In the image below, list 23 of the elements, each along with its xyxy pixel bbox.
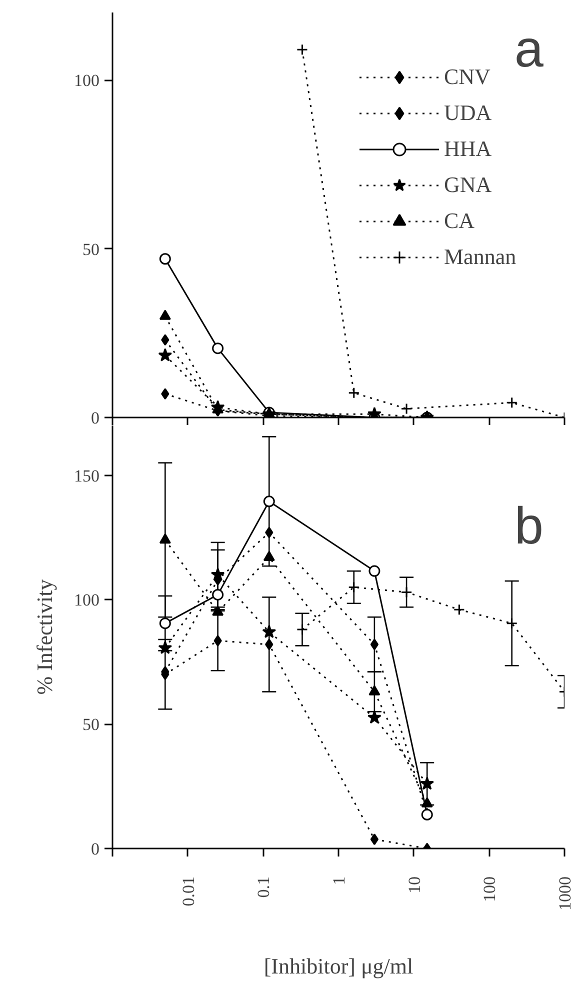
y-tick-label: 100 bbox=[74, 71, 100, 90]
legend-label: UDA bbox=[444, 99, 492, 127]
x-axis-title: [Inhibitor] μg/ml bbox=[264, 954, 414, 978]
y-tick-label: 50 bbox=[82, 715, 100, 734]
x-tick-label: 100 bbox=[480, 876, 500, 902]
x-tick-label: 1000 bbox=[556, 876, 574, 910]
x-tick-label: 10 bbox=[404, 876, 424, 894]
legend-label: CNV bbox=[444, 63, 490, 91]
y-axis-title: % Infectivity bbox=[32, 579, 57, 695]
legend-label: GNA bbox=[444, 171, 492, 199]
legend-label: CA bbox=[444, 207, 475, 235]
legend-label: HHA bbox=[444, 135, 492, 163]
x-tick-label: 0.1 bbox=[254, 876, 274, 898]
annotation: b bbox=[514, 498, 544, 556]
y-tick-label: 150 bbox=[74, 466, 100, 486]
y-tick-label: 50 bbox=[82, 240, 100, 259]
y-tick-label: 100 bbox=[74, 590, 100, 610]
x-tick-label: 1 bbox=[330, 876, 348, 885]
legend-label: Mannan bbox=[444, 243, 516, 271]
y-tick-label: 0 bbox=[91, 840, 100, 858]
y-tick-label: 0 bbox=[91, 408, 100, 428]
x-tick-label: 0.01 bbox=[178, 876, 198, 906]
annotation: a bbox=[514, 20, 544, 78]
